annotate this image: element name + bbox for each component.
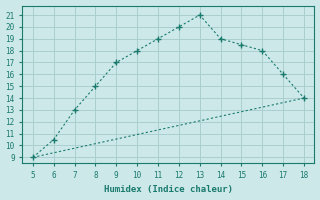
X-axis label: Humidex (Indice chaleur): Humidex (Indice chaleur) [104,185,233,194]
